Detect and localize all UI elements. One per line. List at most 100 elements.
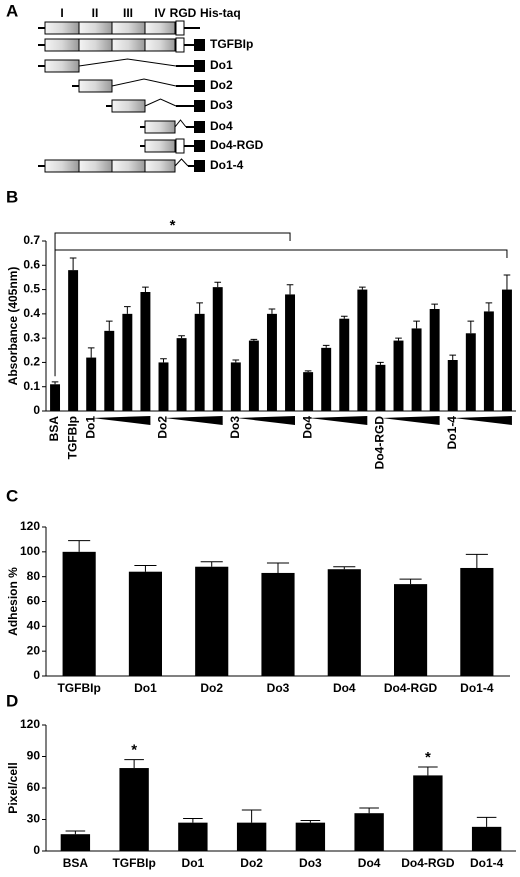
bar (375, 364, 386, 411)
x-tick-label: Do3 (228, 416, 242, 439)
x-tick-label: Do3 (267, 681, 290, 695)
x-tick-label: TGFBIp (112, 856, 155, 870)
y-tick-label: 80 (27, 569, 41, 583)
error-bar (268, 308, 276, 314)
splice (174, 158, 189, 167)
bar (122, 313, 133, 411)
bar (60, 834, 91, 851)
concentration-wedge (164, 416, 223, 425)
bar (194, 313, 205, 411)
panel-label: B (6, 187, 18, 206)
x-tick-label: Do1-4 (470, 856, 504, 870)
rgd-box (175, 20, 185, 36)
error-bar (65, 830, 86, 835)
error-bar (232, 359, 240, 363)
domain-box (111, 99, 146, 113)
bar (176, 338, 187, 411)
concentration-wedge (92, 416, 151, 425)
x-tick-label: Do2 (200, 681, 223, 695)
panel-label: C (6, 486, 18, 505)
domain-header: RGD (170, 6, 197, 20)
x-tick-label: BSA (63, 856, 89, 870)
annotation: * (131, 742, 137, 759)
error-bar (214, 281, 222, 288)
bar (178, 822, 208, 851)
domain-header: His-taq (200, 6, 241, 20)
error-bar (359, 807, 379, 814)
bar (158, 362, 169, 411)
annotation: * (425, 749, 431, 766)
error-bar (124, 306, 131, 314)
x-tick-label: Do2 (156, 416, 170, 439)
domain-box (144, 139, 176, 153)
his-tag (194, 60, 205, 72)
y-tick-label: 0.6 (23, 257, 40, 271)
y-tick-label: 120 (20, 717, 40, 731)
y-tick-label: 90 (27, 749, 41, 763)
error-bar (418, 766, 438, 776)
y-tick-label: 0 (33, 403, 40, 417)
x-tick-label: Do1 (83, 416, 97, 439)
bar (140, 292, 151, 411)
y-tick-label: 0.7 (23, 233, 40, 247)
error-bar (286, 284, 294, 295)
bar (62, 551, 96, 676)
bar (128, 571, 162, 676)
bar (357, 289, 368, 411)
y-tick-label: 60 (27, 594, 41, 608)
bar (50, 384, 61, 411)
x-tick-label: Do4-RGD (373, 416, 387, 470)
his-tag (194, 39, 205, 51)
panel-label: D (6, 691, 18, 710)
error-bar (377, 361, 384, 365)
error-bar (196, 302, 203, 314)
domain-box (144, 21, 176, 35)
error-bar (476, 816, 497, 827)
bar (327, 569, 361, 676)
domain-box (78, 79, 113, 93)
y-tick-label: 0.2 (23, 355, 40, 369)
rgd-box (175, 37, 185, 53)
x-tick-label: Do1-4 (460, 681, 494, 695)
domain-box (44, 59, 80, 73)
x-tick-label: Do2 (240, 856, 263, 870)
bar (303, 372, 314, 411)
bar (104, 330, 115, 411)
domain-box (78, 21, 113, 35)
bar (394, 584, 428, 676)
bar (429, 309, 440, 411)
x-tick-label: Do3 (299, 856, 322, 870)
x-tick-label: Do4 (300, 416, 314, 439)
error-bar (503, 274, 511, 290)
splice (111, 78, 177, 87)
domain-box (144, 120, 176, 134)
bar (285, 294, 296, 411)
error-bar (87, 347, 95, 358)
error-bar (142, 286, 149, 292)
domain-box (111, 21, 146, 35)
error-bar (160, 358, 167, 363)
domain-box (111, 159, 146, 173)
bar (195, 566, 229, 676)
splice (144, 98, 177, 107)
y-tick-label: 0 (33, 668, 40, 682)
y-tick-label: 20 (27, 643, 41, 657)
bar (119, 768, 149, 851)
error-bar (68, 540, 91, 552)
his-tag (194, 140, 205, 152)
his-tag (194, 160, 205, 172)
bar (236, 822, 267, 851)
error-bar (485, 302, 493, 312)
concentration-wedge (236, 416, 296, 425)
domain-box (144, 38, 176, 52)
panel-label: A (6, 1, 18, 20)
domain-box (44, 38, 80, 52)
y-axis-label: Adhesion % (6, 567, 20, 636)
bar (413, 775, 443, 851)
x-tick-label: Do4-RGD (401, 856, 455, 870)
concentration-wedge (453, 416, 512, 425)
error-bar (250, 338, 258, 341)
rgd-box (175, 138, 185, 154)
y-tick-label: 0.3 (23, 330, 40, 344)
bar (68, 270, 79, 411)
